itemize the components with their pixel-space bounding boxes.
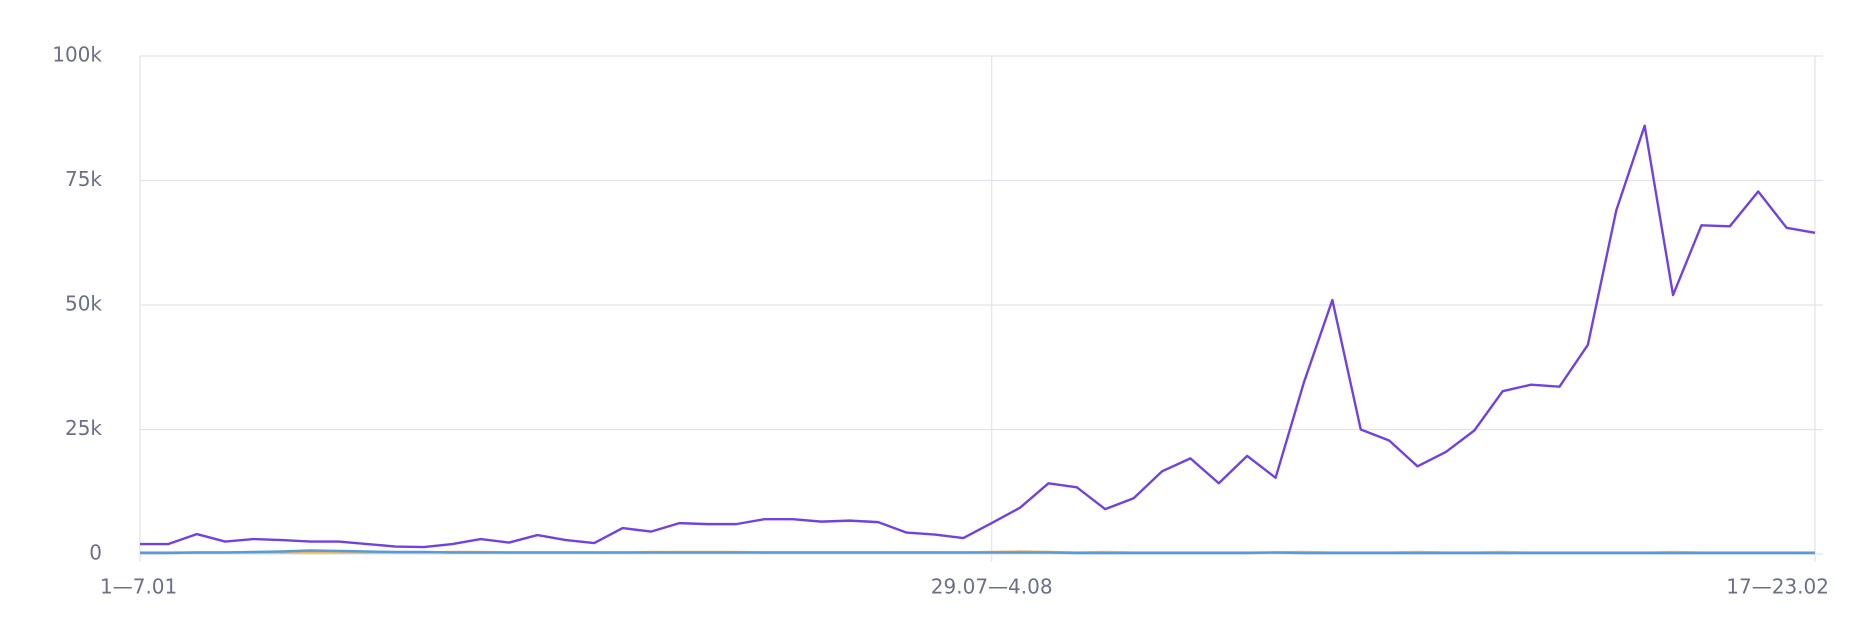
y-tick-label: 50k — [65, 292, 102, 316]
series-line — [140, 124, 1816, 549]
series-line — [140, 549, 1815, 555]
y-tick-label: 100k — [52, 43, 102, 67]
y-tick-label: 75k — [65, 167, 102, 191]
x-tick-label: 29.07—4.08 — [931, 575, 1053, 599]
y-tick-label: 0 — [89, 541, 102, 565]
x-tick-label: 1—7.01 — [100, 575, 177, 599]
x-tick-label: 17—23.02 — [1726, 575, 1829, 599]
y-tick-label: 25k — [65, 416, 102, 440]
